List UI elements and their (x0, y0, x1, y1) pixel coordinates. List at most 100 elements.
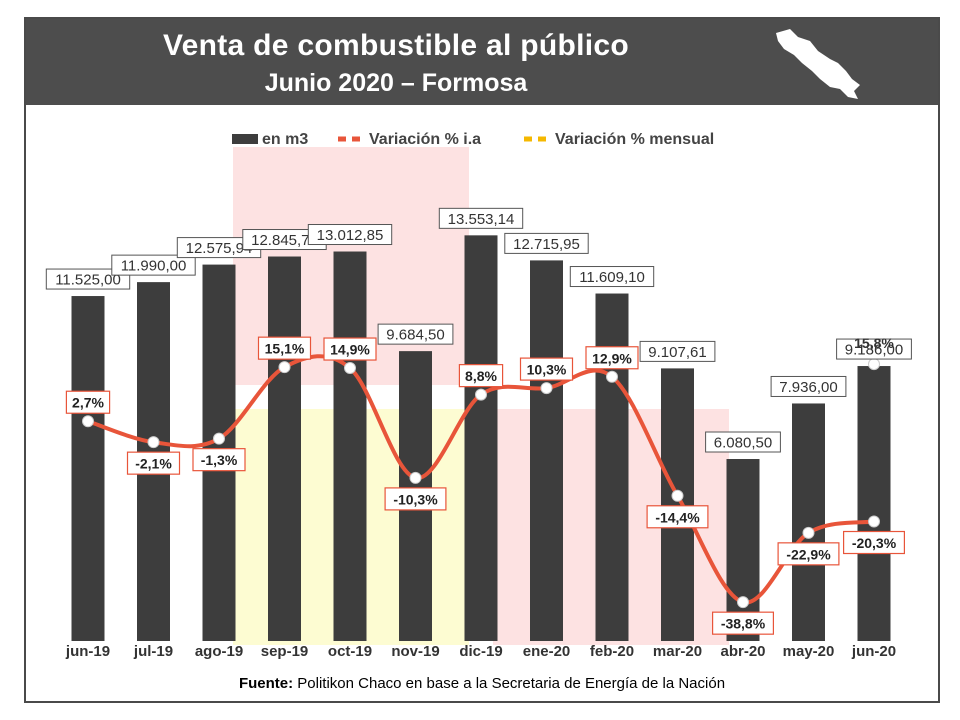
bar-value-box (770, 375, 847, 397)
ia-value-box (257, 336, 312, 360)
point-ia-dic-19 (475, 388, 487, 401)
ia-value-text: 2,7% (72, 395, 104, 411)
x-tick-label: mar-20 (653, 643, 702, 660)
ia-value-text: -14,4% (655, 509, 700, 525)
bar-value-label: 11.609,10 (569, 266, 655, 288)
bar-jun-20 (857, 366, 891, 641)
chart-subtitle: Junio 2020 – Formosa (264, 69, 528, 97)
bar-value-text: 11.990,00 (121, 258, 187, 275)
bar-value-text: 13.553,14 (448, 211, 515, 228)
chart-title: Venta de combustible al público (162, 29, 630, 62)
point-ia-may-20 (802, 526, 815, 539)
ia-value-text: -38,8% (721, 616, 766, 632)
ia-value-box (585, 346, 639, 370)
x-tick-label: jul-19 (133, 643, 173, 660)
point-ia-jun-20 (868, 515, 880, 528)
bar-value-text: 11.609,10 (579, 269, 645, 286)
legend-bar-label: en m3 (262, 131, 308, 148)
point-ia-feb-20 (606, 370, 618, 383)
bar-value-text: 12.715,95 (513, 236, 580, 253)
bar-feb-20 (595, 293, 629, 641)
bar-value-text: 9.684,50 (386, 327, 444, 344)
bar-value-box (569, 266, 655, 288)
bar-value-box (504, 232, 589, 254)
x-tick-label: jun-19 (65, 643, 110, 660)
ia-value-label: 2,7% (65, 390, 111, 414)
bar-value-box (111, 254, 196, 276)
ia-value-box (519, 357, 574, 381)
bar-value-box (438, 207, 524, 229)
bar-value-box (836, 338, 912, 360)
ia-value-box (711, 611, 774, 635)
header-banner: Venta de combustible al público Junio 20… (26, 19, 938, 105)
chart-plot: en m3 Variación % i.a Variación % mensua… (45, 131, 912, 660)
bar-value-text: 13.012,85 (317, 227, 384, 244)
mensual-value-text: 15,8% (854, 335, 894, 351)
bar-value-box (377, 323, 454, 345)
source-note: Fuente: Politikon Chaco en base a la Sec… (26, 675, 938, 692)
source-text: Politikon Chaco en base a la Secretaria … (293, 675, 726, 692)
x-tick-label: ago-19 (195, 643, 243, 660)
bar-value-text: 12.575,94 (186, 240, 253, 257)
bar-value-label: 9.684,50 (377, 323, 454, 345)
point-ia-nov-19 (409, 471, 422, 484)
point-mensual-jun-20 (868, 358, 880, 371)
ia-value-label: -20,3% (842, 530, 905, 555)
point-ia-oct-19 (344, 362, 356, 375)
ia-value-text: -22,9% (786, 546, 831, 562)
bar-value-box (307, 224, 393, 246)
bar-abr-20 (726, 459, 760, 641)
bar-sep-19 (268, 256, 301, 641)
x-tick-label: may-20 (783, 643, 835, 660)
bar-value-label: 11.525,00 (45, 268, 131, 290)
ia-value-box (777, 542, 840, 566)
x-tick-label: oct-19 (328, 643, 372, 660)
bar-value-label: 12.575,94 (176, 237, 262, 259)
ia-value-label: -10,3% (384, 487, 447, 511)
bar-ene-20 (530, 260, 563, 641)
legend-mensual-label: Variación % mensual (555, 131, 714, 148)
point-ia-ago-19 (213, 432, 225, 445)
point-ia-jul-19 (147, 436, 160, 449)
bar-value-box (705, 431, 781, 453)
bar-value-label: 6.080,50 (705, 431, 781, 453)
bar-value-text: 6.080,50 (714, 435, 772, 452)
ia-value-box (65, 390, 111, 414)
ia-value-text: 12,9% (592, 350, 632, 366)
ia-value-label: -1,3% (192, 448, 246, 472)
bar-value-box (639, 340, 716, 362)
point-ia-sep-19 (278, 361, 291, 374)
bar-value-label: 12.845,71 (242, 229, 327, 251)
bar-value-label: 13.012,85 (307, 224, 393, 246)
chart-frame: Venta de combustible al público Junio 20… (24, 17, 940, 703)
ia-value-box (126, 451, 181, 475)
bar-dic-19 (464, 235, 498, 641)
ia-value-box (323, 337, 377, 361)
bar-oct-19 (333, 251, 367, 641)
legend: en m3 Variación % i.a Variación % mensua… (232, 131, 714, 148)
ia-value-label: 15,1% (257, 336, 312, 360)
bar-value-box (45, 268, 131, 290)
ia-value-text: 15,1% (265, 341, 305, 357)
ia-value-text: -2,1% (135, 456, 172, 472)
x-tick-label: feb-20 (590, 643, 634, 660)
ia-value-label: -2,1% (126, 451, 181, 475)
ia-value-label: -14,4% (646, 505, 709, 529)
bar-jun-19 (71, 296, 105, 641)
ia-value-box (646, 505, 709, 529)
ia-value-label: 8,8% (458, 364, 504, 388)
point-ia-mar-20 (671, 489, 684, 502)
bar-value-text: 9.107,61 (648, 344, 706, 361)
ia-value-box (458, 364, 504, 388)
ia-value-text: -10,3% (393, 491, 438, 507)
source-label: Fuente: (238, 675, 294, 692)
bar-value-label: 9.107,61 (639, 340, 716, 362)
x-tick-label: abr-20 (720, 643, 765, 660)
ia-value-text: 8,8% (465, 368, 497, 384)
bar-mar-20 (661, 368, 694, 641)
x-tick-label: sep-19 (261, 643, 309, 660)
point-ia-abr-20 (737, 596, 749, 609)
bar-may-20 (792, 403, 825, 641)
bar-value-label: 13.553,14 (438, 207, 524, 229)
ia-value-box (842, 530, 905, 555)
